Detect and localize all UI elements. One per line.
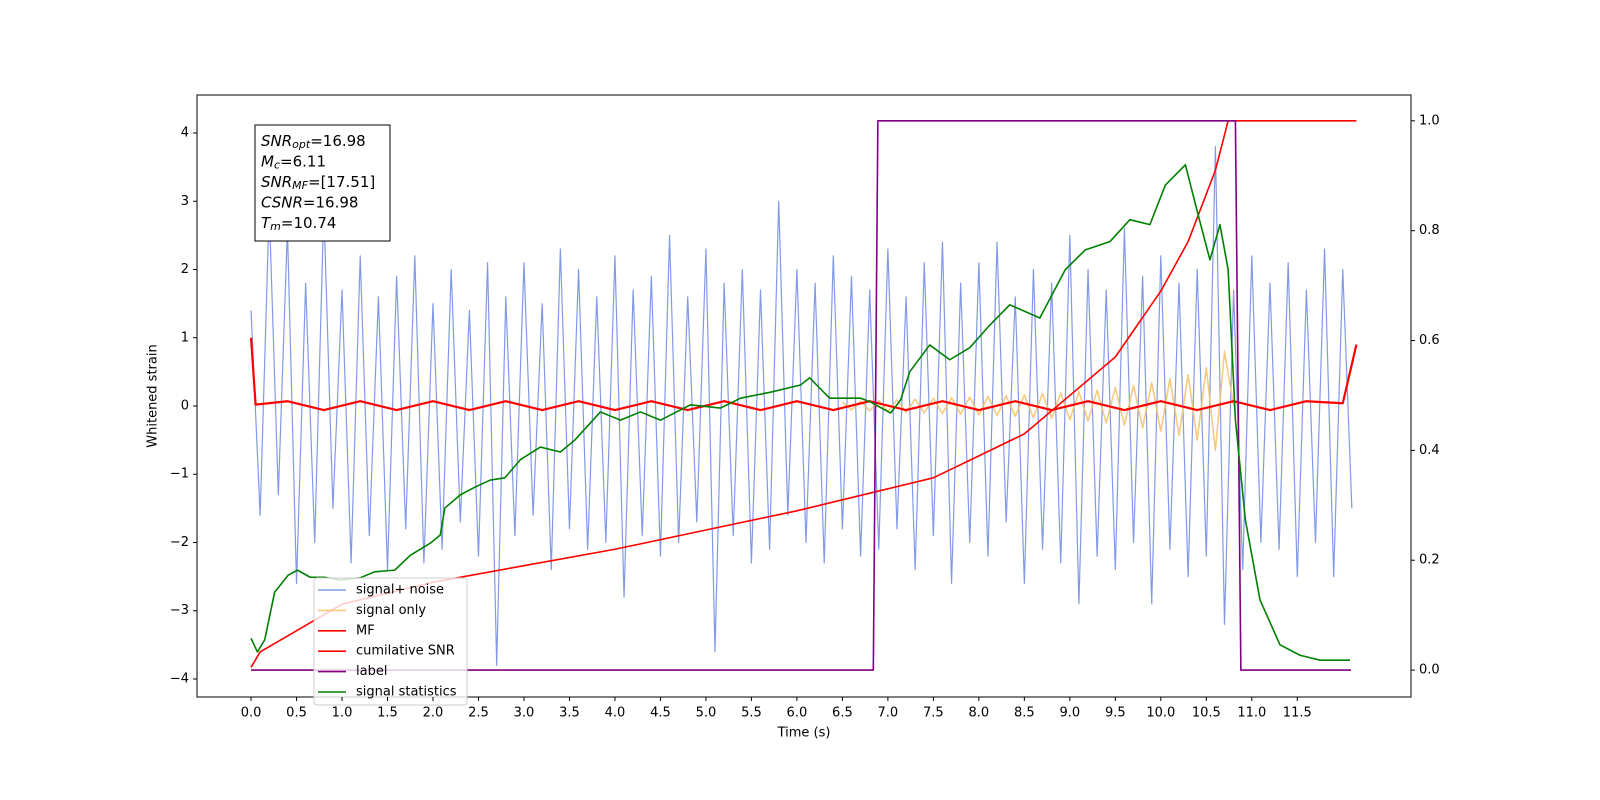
series-line xyxy=(249,337,1358,412)
stats-sub: opt xyxy=(292,138,311,151)
stats-sub: MF xyxy=(292,179,308,192)
x-tick-label: 8.0 xyxy=(969,706,990,721)
x-tick-label: 11.5 xyxy=(1283,706,1312,721)
y2-tick-label: 0.4 xyxy=(1419,443,1440,458)
x-tick-label: 0.0 xyxy=(241,706,262,721)
x-tick-label: 10.0 xyxy=(1146,706,1175,721)
series-line xyxy=(250,163,1351,661)
stats-line: Tm=10.74 xyxy=(261,214,336,234)
x-tick-label: 3.5 xyxy=(559,706,580,721)
stats-line: SNRMF=[17.51] xyxy=(261,173,375,193)
y-tick-label: −2 xyxy=(170,535,189,550)
y2-tick-label: 0.8 xyxy=(1419,223,1440,238)
y2-tick-label: 0.2 xyxy=(1419,553,1440,568)
stats-rest: =[17.51] xyxy=(308,173,375,191)
y-tick-label: 2 xyxy=(181,262,189,277)
x-tick-label: 8.5 xyxy=(1014,706,1035,721)
y-tick-label: −3 xyxy=(170,603,189,618)
x-tick-label: 4.0 xyxy=(605,706,626,721)
stats-main: M xyxy=(261,152,274,170)
legend-label: signal+ noise xyxy=(356,583,444,598)
legend-label: cumilative SNR xyxy=(356,644,455,659)
stats-main: SNR xyxy=(261,173,292,191)
stats-rest: =16.98 xyxy=(303,193,359,211)
y-tick-label: 1 xyxy=(181,330,189,345)
stats-sub: c xyxy=(274,159,280,172)
legend-label: label xyxy=(356,664,387,679)
y2-tick-label: 1.0 xyxy=(1419,113,1440,128)
legend: signal+ noise signal only MF cumilative SNR… xyxy=(313,577,468,706)
x-tick-label: 10.5 xyxy=(1192,706,1221,721)
x-tick-label: 3.0 xyxy=(514,706,535,721)
x-tick-label: 1.5 xyxy=(377,706,398,721)
x-axis-label: Time (s) xyxy=(777,726,831,741)
stats-rest: =16.98 xyxy=(310,132,366,150)
x-tick-label: 6.0 xyxy=(787,706,808,721)
stats-box: SNRopt=16.98Mc=6.11SNRMF=[17.51]CSNR=16.… xyxy=(254,124,391,242)
x-tick-label: 0.5 xyxy=(286,706,307,721)
x-tick-label: 9.0 xyxy=(1059,706,1080,721)
x-tick-label: 2.0 xyxy=(423,706,444,721)
x-tick-label: 6.5 xyxy=(832,706,853,721)
legend-frame xyxy=(313,577,468,706)
x-tick-label: 7.5 xyxy=(923,706,944,721)
y-tick-label: −1 xyxy=(170,467,189,482)
y-axis-label: Whitened strain xyxy=(146,344,161,447)
y-tick-label: 3 xyxy=(181,194,189,209)
axes-frame xyxy=(196,94,1412,698)
legend-label: MF xyxy=(356,623,375,638)
x-tick-label: 11.0 xyxy=(1237,706,1266,721)
y2-tick-label: 0.0 xyxy=(1419,663,1440,678)
y2-tick-label: 0.6 xyxy=(1419,333,1440,348)
stats-rest: =6.11 xyxy=(280,152,326,170)
x-tick-label: 9.5 xyxy=(1105,706,1126,721)
y-tick-label: 0 xyxy=(181,398,189,413)
x-tick-label: 4.5 xyxy=(650,706,671,721)
stats-line: Mc=6.11 xyxy=(261,152,326,172)
stats-main: CSNR xyxy=(261,193,303,211)
y-tick-label: 4 xyxy=(181,126,189,141)
x-tick-label: 5.5 xyxy=(741,706,762,721)
x-tick-label: 5.0 xyxy=(696,706,717,721)
y-tick-label: −4 xyxy=(170,671,189,686)
stats-rest: =10.74 xyxy=(281,214,337,232)
stats-main: SNR xyxy=(261,132,292,150)
legend-label: signal statistics xyxy=(356,685,457,700)
stats-main: T xyxy=(261,214,272,232)
x-tick-label: 2.5 xyxy=(468,706,489,721)
series-line xyxy=(251,120,1351,671)
stats-box-frame xyxy=(254,124,391,242)
stats-sub: m xyxy=(270,220,281,233)
x-tick-label: 1.0 xyxy=(332,706,353,721)
stats-line: SNRopt=16.98 xyxy=(261,132,366,152)
series-line xyxy=(250,146,1353,666)
stats-line: CSNR=16.98 xyxy=(261,193,358,211)
x-tick-label: 7.0 xyxy=(878,706,899,721)
legend-label: signal only xyxy=(356,603,426,618)
